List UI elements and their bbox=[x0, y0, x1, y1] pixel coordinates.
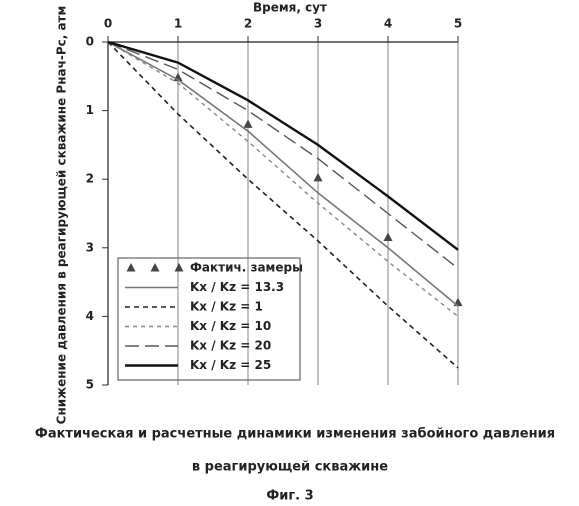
x-tick-label: 4 bbox=[384, 17, 392, 31]
legend-label: Kx / Kz = 20 bbox=[190, 339, 271, 353]
x-tick-label: 5 bbox=[454, 17, 462, 31]
legend-label: Фактич. замеры bbox=[190, 261, 303, 275]
y-tick-label: 3 bbox=[86, 240, 94, 254]
data-point bbox=[454, 298, 463, 307]
caption-line-2: в реагирующей скважине bbox=[192, 460, 388, 475]
y-tick-label: 1 bbox=[86, 103, 94, 117]
y-axis-label: Снижение давления в реагирующей скважине… bbox=[55, 6, 69, 425]
data-point bbox=[384, 233, 393, 242]
legend-label: Kx / Kz = 10 bbox=[190, 319, 271, 333]
y-tick-label: 5 bbox=[86, 378, 94, 392]
series-line bbox=[108, 42, 458, 268]
caption: Фактическая и расчетные динамики изменен… bbox=[35, 427, 555, 442]
y-tick-label: 2 bbox=[86, 172, 94, 186]
series-line bbox=[108, 42, 458, 250]
x-tick-label: 1 bbox=[174, 17, 182, 31]
x-tick-label: 3 bbox=[314, 17, 322, 31]
x-tick-label: 0 bbox=[104, 17, 112, 31]
legend-label: Kx / Kz = 25 bbox=[190, 358, 271, 372]
y-tick-label: 4 bbox=[86, 309, 94, 323]
data-point bbox=[244, 119, 253, 128]
x-axis-label: Время, сут bbox=[253, 1, 327, 15]
x-tick-label: 2 bbox=[244, 17, 252, 31]
figure-label: Фиг. 3 bbox=[266, 489, 313, 504]
legend-label: Kx / Kz = 13.3 bbox=[190, 280, 284, 294]
legend-label: Kx / Kz = 1 bbox=[190, 300, 263, 314]
chart: Время, сут Снижение давления в реагирующ… bbox=[0, 0, 579, 506]
data-point bbox=[314, 173, 323, 182]
y-tick-label: 0 bbox=[86, 35, 94, 49]
